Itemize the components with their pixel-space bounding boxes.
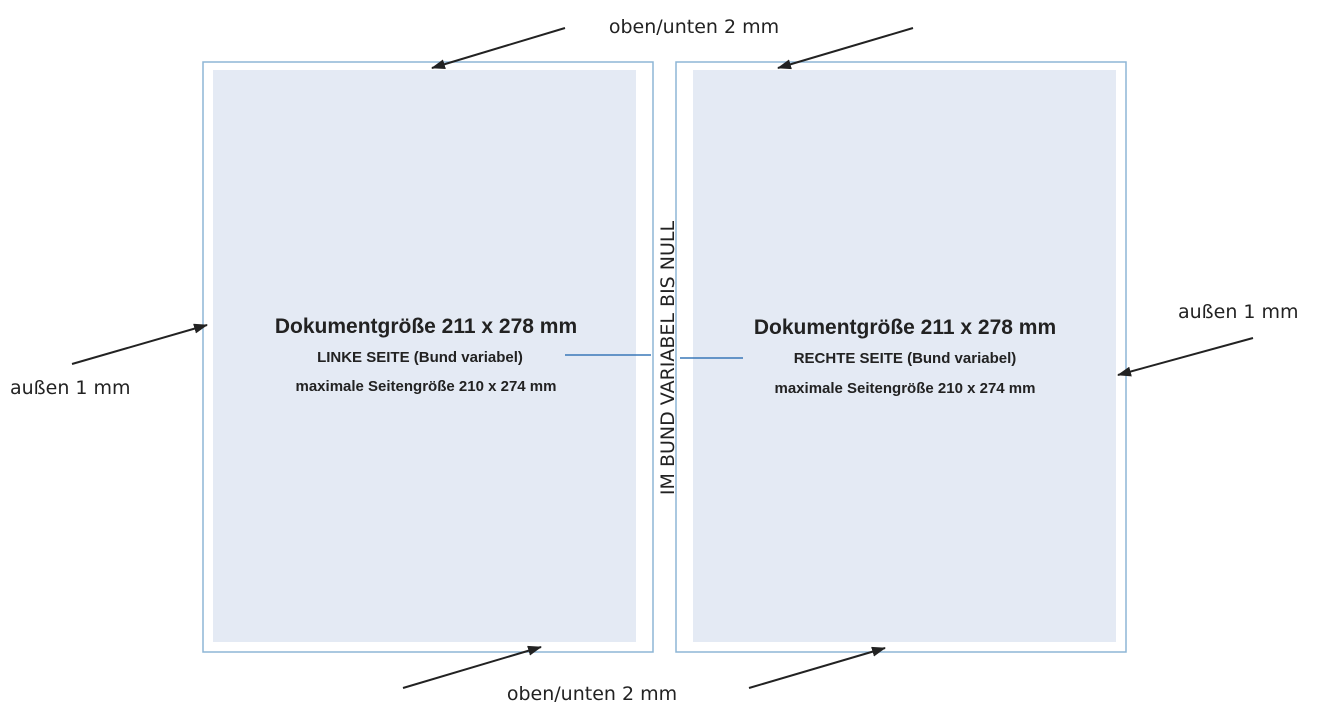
arrow (1117, 337, 1254, 377)
left-max: maximale Seitengröße 210 x 274 mm (296, 378, 557, 395)
left-title: Dokumentgröße 211 x 278 mm (275, 315, 577, 338)
arrows (71, 27, 1254, 689)
label-left: außen 1 mm (10, 377, 131, 399)
right-side: RECHTE SEITE (Bund variabel) (794, 350, 1017, 367)
label-gutter: IM BUND VARIABEL BIS NULL (657, 221, 679, 496)
label-bottom: oben/unten 2 mm (507, 683, 677, 705)
left-page-area (213, 70, 636, 642)
right-title: Dokumentgröße 211 x 278 mm (754, 316, 1056, 339)
arrow (71, 323, 208, 365)
right-max: maximale Seitengröße 210 x 274 mm (775, 380, 1036, 397)
arrow (431, 27, 566, 70)
arrow (777, 27, 914, 70)
label-right: außen 1 mm (1178, 301, 1299, 323)
right-page-area (693, 70, 1116, 642)
left-side: LINKE SEITE (Bund variabel) (317, 349, 523, 366)
label-top: oben/unten 2 mm (609, 16, 779, 38)
arrow (748, 646, 886, 689)
arrow (402, 645, 542, 689)
